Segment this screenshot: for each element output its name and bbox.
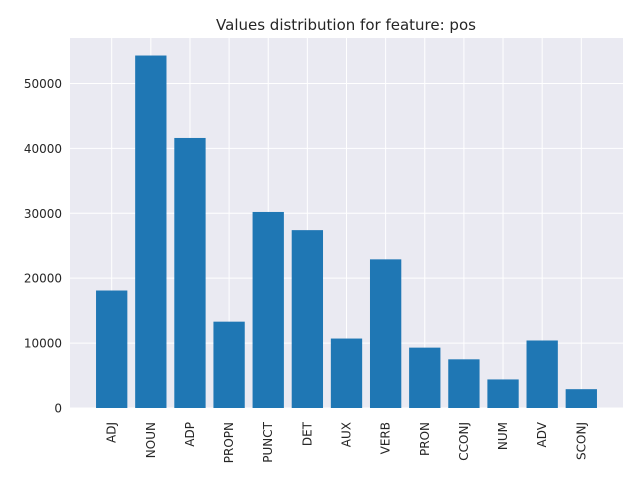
- y-tick-label: 30000: [24, 207, 62, 221]
- x-tick-label-adj: ADJ: [105, 422, 119, 443]
- y-tick-label: 10000: [24, 337, 62, 351]
- x-tick-label-num: NUM: [496, 422, 510, 450]
- bar-sconj: [565, 389, 597, 408]
- bars: [96, 55, 597, 409]
- bar-adj: [96, 290, 128, 408]
- bar-num: [487, 379, 519, 408]
- y-tick-label: 20000: [24, 272, 62, 286]
- bar-verb: [369, 259, 402, 408]
- y-tick-label: 0: [54, 402, 62, 416]
- bar-det: [291, 230, 324, 408]
- bar-adp: [174, 137, 206, 408]
- x-tick-label-propn: PROPN: [222, 422, 236, 463]
- bar-cconj: [448, 359, 480, 408]
- bar-noun: [135, 55, 167, 409]
- bar-propn: [213, 321, 245, 408]
- x-tick-labels: ADJ NOUN ADP PROPN PUNCT DET AUX VERB PRON CCONJ N…: [105, 421, 589, 463]
- x-tick-label-cconj: CCONJ: [457, 422, 471, 461]
- y-tick-label: 40000: [24, 142, 62, 156]
- x-tick-label-verb: VERB: [379, 422, 393, 454]
- y-tick-labels: 0 10000 20000 30000 40000 50000: [24, 77, 62, 416]
- x-tick-label-noun: NOUN: [144, 422, 158, 458]
- x-tick-label-aux: AUX: [340, 422, 354, 447]
- x-tick-label-adp: ADP: [183, 422, 197, 447]
- x-tick-label-pron: PRON: [418, 422, 432, 456]
- x-tick-label-adv: ADV: [535, 421, 549, 447]
- bar-punct: [252, 211, 284, 408]
- bar-pron: [409, 347, 441, 408]
- chart-title: Values distribution for feature: pos: [216, 16, 476, 34]
- bar-aux: [330, 338, 363, 408]
- x-tick-label-punct: PUNCT: [261, 421, 275, 462]
- bar-adv: [526, 340, 558, 408]
- y-tick-label: 50000: [24, 77, 62, 91]
- x-tick-label-det: DET: [300, 421, 314, 446]
- x-tick-label-sconj: SCONJ: [574, 422, 588, 460]
